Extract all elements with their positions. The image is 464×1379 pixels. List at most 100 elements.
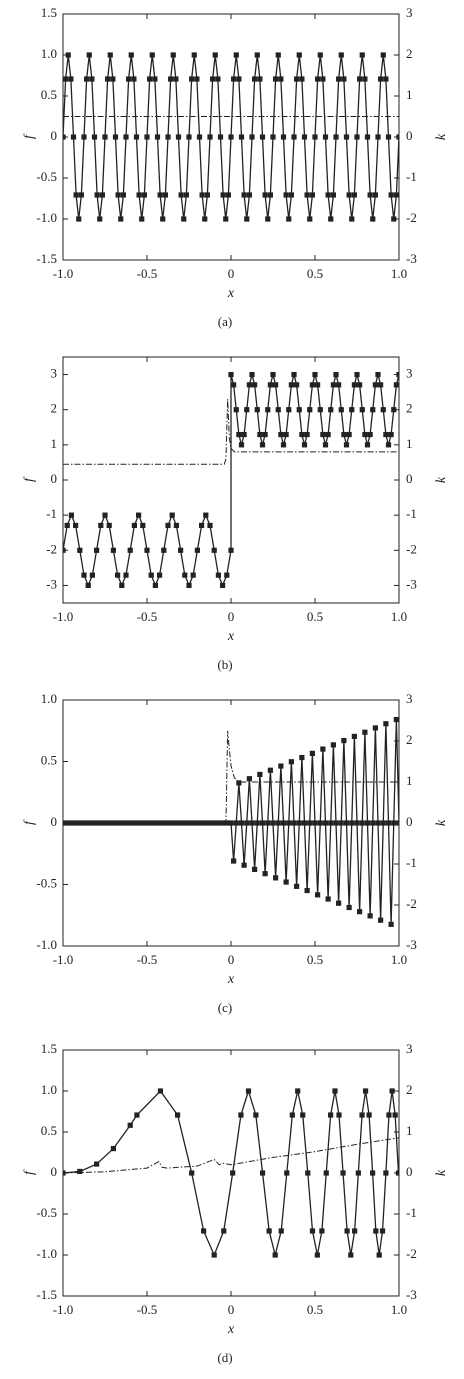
marker <box>224 572 230 578</box>
marker <box>364 442 371 448</box>
marker <box>312 371 318 378</box>
marker <box>249 820 255 826</box>
marker <box>388 431 394 438</box>
marker <box>283 431 289 438</box>
marker <box>396 820 399 826</box>
marker <box>370 216 376 222</box>
marker <box>328 407 334 413</box>
marker <box>307 407 313 413</box>
y2-axis-label: k <box>434 133 449 140</box>
y2-tick-label: 0 <box>406 814 413 829</box>
y2-tick-label: 0 <box>406 1164 413 1179</box>
marker <box>81 134 87 140</box>
marker <box>169 512 175 518</box>
y-tick-label: 1.5 <box>41 1041 57 1056</box>
marker <box>267 192 273 198</box>
marker <box>194 820 200 826</box>
marker <box>170 52 176 58</box>
marker <box>315 382 321 388</box>
marker <box>380 407 386 413</box>
marker <box>131 76 137 82</box>
marker <box>341 737 347 744</box>
marker <box>139 216 145 222</box>
marker <box>220 192 226 198</box>
marker <box>110 76 116 82</box>
marker <box>385 820 392 826</box>
marker <box>349 820 355 826</box>
x-tick-label: 1.0 <box>391 266 407 281</box>
marker <box>182 572 188 578</box>
marker <box>131 522 137 529</box>
marker <box>259 1170 266 1176</box>
marker <box>99 192 105 198</box>
marker <box>370 1170 376 1176</box>
marker <box>270 134 276 140</box>
x-tick-label: 0 <box>228 1302 235 1317</box>
marker <box>375 371 381 378</box>
marker <box>325 896 331 902</box>
marker <box>115 192 121 198</box>
marker <box>241 192 247 198</box>
marker <box>349 216 355 222</box>
marker <box>245 1088 252 1094</box>
marker <box>225 192 231 198</box>
marker <box>210 76 216 82</box>
marker <box>364 820 371 826</box>
marker <box>257 76 263 82</box>
marker <box>372 725 378 731</box>
marker <box>354 134 360 140</box>
marker <box>309 750 315 756</box>
k-line <box>63 1137 399 1174</box>
x-tick-label: -1.0 <box>53 1302 74 1317</box>
marker <box>94 820 100 826</box>
marker <box>119 582 125 589</box>
marker <box>284 1170 290 1176</box>
marker <box>309 1228 316 1234</box>
x-axis-label: x <box>227 286 235 301</box>
marker <box>286 407 292 413</box>
marker <box>246 776 252 782</box>
marker <box>349 407 355 413</box>
marker <box>194 76 200 82</box>
marker <box>86 52 92 58</box>
marker <box>63 547 66 553</box>
k-line <box>63 399 399 465</box>
x-tick-label: 0.5 <box>307 266 323 281</box>
marker <box>127 820 133 826</box>
marker <box>262 192 268 198</box>
y-tick-label: 0 <box>51 814 58 829</box>
y-tick-label: 0 <box>51 471 58 486</box>
marker <box>359 1112 365 1118</box>
marker <box>267 382 273 388</box>
marker <box>372 382 378 388</box>
marker <box>224 820 230 826</box>
marker <box>357 382 363 388</box>
marker <box>378 917 384 923</box>
marker <box>183 192 189 198</box>
marker <box>295 1088 301 1094</box>
marker <box>354 820 360 826</box>
marker <box>278 763 284 769</box>
y2-tick-label: -1 <box>406 1205 417 1220</box>
marker <box>391 216 397 222</box>
x-tick-label: -0.5 <box>137 952 158 967</box>
y-tick-label: -1.5 <box>36 251 57 266</box>
marker <box>246 192 252 198</box>
marker <box>325 431 331 438</box>
x-tick-label: 1.0 <box>391 609 407 624</box>
marker <box>291 371 297 378</box>
y2-tick-label: -3 <box>406 251 417 266</box>
marker <box>262 871 268 877</box>
marker <box>230 1170 236 1176</box>
marker <box>65 52 71 58</box>
marker <box>236 780 242 786</box>
x-tick-label: 0.5 <box>307 1302 323 1317</box>
marker <box>265 820 271 826</box>
marker <box>148 572 154 578</box>
marker <box>77 1168 83 1175</box>
y2-tick-label: 1 <box>406 87 413 102</box>
marker <box>333 820 339 826</box>
marker <box>288 382 294 388</box>
y-tick-label: 0 <box>51 128 58 143</box>
marker <box>294 76 300 82</box>
